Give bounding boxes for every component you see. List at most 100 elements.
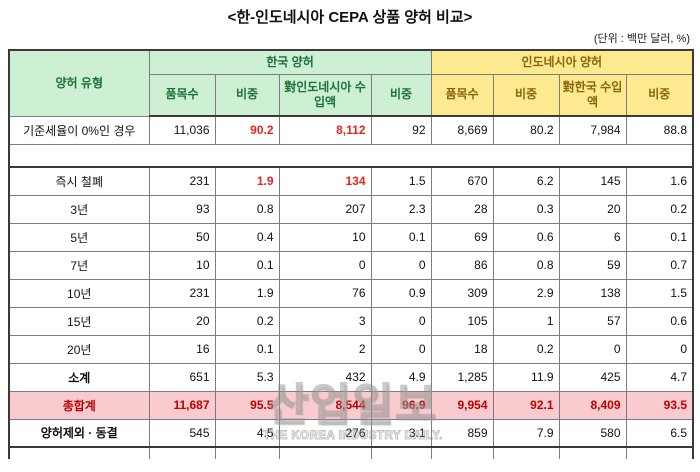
- value-cell: 92: [370, 115, 432, 145]
- col-header-korea-imports: 對인도네시아 수입액: [278, 73, 372, 117]
- cropped-cell: [492, 446, 560, 459]
- value-cell: 10: [148, 250, 216, 280]
- value-cell: 76: [278, 278, 372, 308]
- value-cell: 1.6: [625, 166, 694, 196]
- value-cell: 4.9: [370, 362, 432, 392]
- value-cell: 3: [278, 306, 372, 336]
- value-cell: 11,687: [148, 390, 216, 420]
- value-cell: 670: [430, 166, 494, 196]
- value-cell: 0.8: [492, 250, 560, 280]
- row-label: 3년: [8, 194, 150, 224]
- value-cell: 6: [558, 222, 627, 252]
- table-body: 기준세율이 0%인 경우 11,036 90.2 8,112 92 8,669 80.2 7,…: [8, 115, 694, 459]
- table-row: 5년 50 0.4 10 0.1 69 0.6 6 0.1: [8, 222, 694, 252]
- table-row: 총합계 11,687 95.5 8,544 96.9 9,954 92.1 8,409 93.5: [8, 390, 694, 420]
- value-cell: 0.2: [625, 194, 694, 224]
- value-cell: 207: [278, 194, 372, 224]
- value-cell: 0.3: [492, 194, 560, 224]
- cropped-cell: [625, 446, 694, 459]
- row-label: 소계: [8, 362, 150, 392]
- value-cell: 1.9: [214, 278, 280, 308]
- value-cell: 0.1: [214, 250, 280, 280]
- value-cell: 16: [148, 334, 216, 364]
- row-label: 총합계: [8, 390, 150, 420]
- spacer-row: [9, 143, 693, 168]
- value-cell: 8,409: [558, 390, 627, 420]
- value-cell: 0.6: [492, 222, 560, 252]
- value-cell: 6.2: [492, 166, 560, 196]
- value-cell: 88.8: [625, 115, 694, 145]
- value-cell: 0.1: [214, 334, 280, 364]
- value-cell: 69: [430, 222, 494, 252]
- value-cell: 0.2: [214, 306, 280, 336]
- value-cell: 2: [278, 334, 372, 364]
- cropped-cell: [558, 446, 627, 459]
- value-cell: 134: [278, 166, 372, 196]
- col-group-indonesia: 인도네시아 양허: [430, 49, 694, 75]
- value-cell: 11.9: [492, 362, 560, 392]
- value-cell: 0: [370, 306, 432, 336]
- col-group-korea: 한국 양허: [148, 49, 432, 75]
- value-cell: 59: [558, 250, 627, 280]
- value-cell: 0.7: [625, 250, 694, 280]
- value-cell: 0.8: [214, 194, 280, 224]
- value-cell: 105: [430, 306, 494, 336]
- value-cell: 859: [430, 418, 494, 448]
- value-cell: 96.9: [370, 390, 432, 420]
- value-cell: 0: [278, 250, 372, 280]
- value-cell: 6.5: [625, 418, 694, 448]
- cropped-cell: [148, 446, 216, 459]
- col-header-korea-import-share: 비중: [370, 73, 432, 117]
- value-cell: 0.4: [214, 222, 280, 252]
- col-header-korea-share: 비중: [214, 73, 280, 117]
- value-cell: 0.6: [625, 306, 694, 336]
- value-cell: 11,036: [148, 115, 216, 145]
- row-label: 10년: [8, 278, 150, 308]
- value-cell: 90.2: [214, 115, 280, 145]
- col-header-indo-imports: 對한국 수입액: [558, 73, 627, 117]
- spacer-cell: [9, 143, 693, 168]
- value-cell: 545: [148, 418, 216, 448]
- value-cell: 0: [370, 250, 432, 280]
- value-cell: 0.1: [625, 222, 694, 252]
- row-label: 7년: [8, 250, 150, 280]
- value-cell: 3.1: [370, 418, 432, 448]
- table-row: 15년 20 0.2 3 0 105 1 57 0.6: [8, 306, 694, 336]
- value-cell: 80.2: [492, 115, 560, 145]
- value-cell: 231: [148, 166, 216, 196]
- value-cell: 1.5: [625, 278, 694, 308]
- value-cell: 1,285: [430, 362, 494, 392]
- cropped-cell: [8, 446, 150, 459]
- table-row: 7년 10 0.1 0 0 86 0.8 59 0.7: [8, 250, 694, 280]
- value-cell: 93.5: [625, 390, 694, 420]
- table-header: 양허 유형 한국 양허 인도네시아 양허 품목수 비중 對인도네시아 수입액 비…: [8, 49, 694, 117]
- cepa-comparison-table: 양허 유형 한국 양허 인도네시아 양허 품목수 비중 對인도네시아 수입액 비…: [8, 49, 694, 459]
- value-cell: 4.5: [214, 418, 280, 448]
- value-cell: 50: [148, 222, 216, 252]
- value-cell: 2.9: [492, 278, 560, 308]
- value-cell: 9,954: [430, 390, 494, 420]
- value-cell: 4.7: [625, 362, 694, 392]
- value-cell: 1.5: [370, 166, 432, 196]
- value-cell: 7,984: [558, 115, 627, 145]
- value-cell: 28: [430, 194, 494, 224]
- value-cell: 138: [558, 278, 627, 308]
- value-cell: 651: [148, 362, 216, 392]
- unit-note: (단위 : 백만 달러, %): [593, 33, 690, 45]
- value-cell: 0.1: [370, 222, 432, 252]
- cropped-next-row: [8, 446, 694, 459]
- row-label: 5년: [8, 222, 150, 252]
- value-cell: 92.1: [492, 390, 560, 420]
- cropped-cell: [278, 446, 372, 459]
- table-row: 소계 651 5.3 432 4.9 1,285 11.9 425 4.7: [8, 362, 694, 392]
- col-header-indo-import-share: 비중: [625, 73, 694, 117]
- value-cell: 276: [278, 418, 372, 448]
- table-row: 3년 93 0.8 207 2.3 28 0.3 20 0.2: [8, 194, 694, 224]
- cropped-cell: [370, 446, 432, 459]
- value-cell: 2.3: [370, 194, 432, 224]
- value-cell: 8,112: [278, 115, 372, 145]
- value-cell: 57: [558, 306, 627, 336]
- value-cell: 432: [278, 362, 372, 392]
- table-row: 20년 16 0.1 2 0 18 0.2 0 0: [8, 334, 694, 364]
- value-cell: 309: [430, 278, 494, 308]
